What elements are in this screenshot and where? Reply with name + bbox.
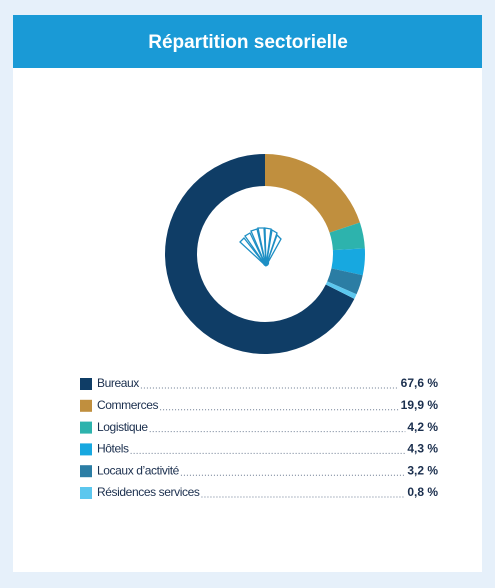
legend-label: Logistique — [97, 420, 148, 434]
donut-slice — [329, 222, 365, 251]
legend-swatch — [80, 378, 92, 390]
donut-slice — [164, 154, 355, 355]
legend-swatch — [80, 421, 92, 434]
legend-label: Hôtels — [97, 442, 129, 456]
legend-label: Résidences services — [97, 485, 200, 499]
legend-swatch — [80, 443, 92, 456]
legend-label: Commerces — [97, 398, 158, 412]
header — [13, 15, 482, 68]
value-label: 3,2 % — [407, 463, 438, 477]
value-label: 19,9 % — [401, 398, 439, 412]
donut — [164, 154, 365, 355]
chart-title: Répartition sectorielle — [148, 32, 348, 53]
value-label: 4,2 % — [407, 420, 438, 434]
center-icon — [239, 227, 282, 267]
donut-slice — [327, 268, 363, 295]
value-label: 67,6 % — [401, 376, 439, 390]
legend-label: Locaux d’activité — [97, 463, 180, 477]
donut-slice — [265, 154, 360, 233]
legend-swatch — [80, 399, 92, 412]
legend: Bureaux 67,6 % Commerces 19,9 % Logistique 4,… — [80, 376, 438, 499]
value-label: 4,3 % — [407, 442, 438, 456]
legend-label: Bureaux — [97, 376, 139, 390]
donut-slice — [325, 281, 357, 299]
donut-slice — [331, 248, 365, 276]
card — [13, 15, 482, 572]
legend-swatch — [80, 487, 92, 499]
legend-swatch — [80, 465, 92, 478]
value-label: 0,8 % — [407, 485, 438, 499]
